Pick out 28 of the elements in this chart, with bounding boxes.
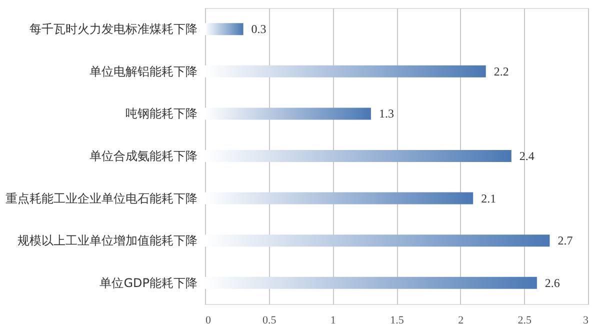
data-label: 2.7: [558, 234, 573, 248]
x-tick-label: 2.5: [518, 314, 532, 326]
bar: [205, 150, 512, 162]
x-tick-label: 1.5: [390, 314, 404, 326]
y-tick-label: 重点耗能工业企业单位电石能耗下降: [6, 191, 198, 206]
x-tick-label: 0.5: [262, 314, 277, 326]
data-label: 2.4: [519, 149, 534, 163]
y-tick-label: 吨钢能耗下降: [126, 106, 198, 121]
y-tick-label: 规模以上工业单位增加值能耗下降: [18, 234, 198, 248]
bar: [205, 108, 371, 120]
data-label: 1.3: [378, 106, 394, 121]
data-label: 2.2: [494, 64, 509, 78]
y-tick-label: 单位合成氨能耗下降: [90, 149, 198, 163]
x-tick-label: 0: [206, 314, 212, 326]
data-label: 2.1: [481, 191, 496, 206]
bar: [205, 65, 486, 78]
y-tick-label: 单位GDP能耗下降: [100, 276, 198, 290]
x-tick-label: 3: [583, 314, 589, 326]
data-label: 0.3: [251, 22, 266, 36]
bar: [205, 234, 550, 247]
x-tick-label: 2: [458, 314, 464, 326]
x-tick-label: 1: [330, 314, 336, 326]
data-label: 2.6: [544, 276, 560, 290]
bar: [205, 23, 244, 36]
y-tick-label: 每千瓦时火力发电标准煤耗下降: [30, 22, 198, 36]
bar: [205, 276, 537, 289]
y-tick-label: 单位电解铝能耗下降: [90, 64, 198, 78]
bar: [205, 192, 474, 204]
